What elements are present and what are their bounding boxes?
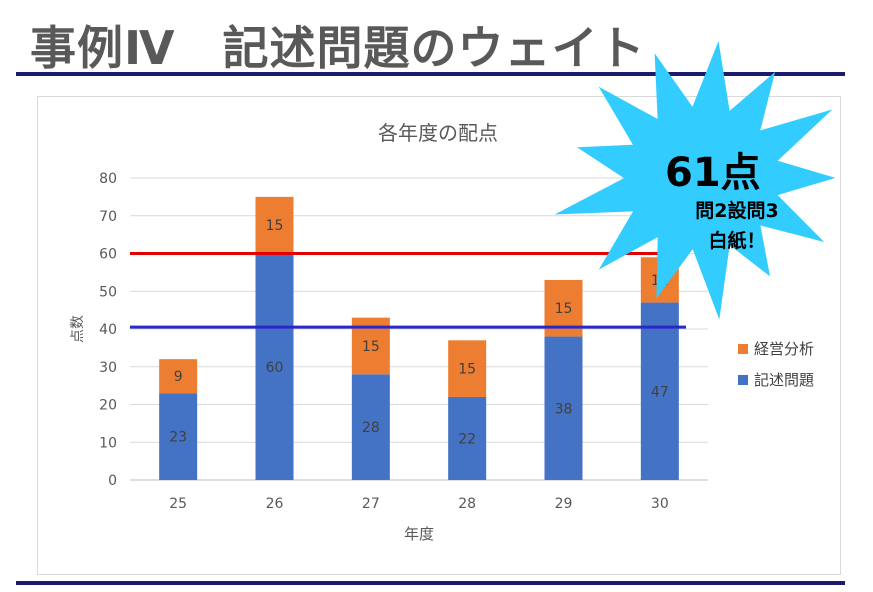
data-label: 28 xyxy=(362,420,380,436)
bar-keiei xyxy=(159,359,198,394)
data-label: 38 xyxy=(555,401,573,417)
y-tick-label: 0 xyxy=(108,473,117,489)
bar-keiei xyxy=(255,196,294,254)
legend-swatch xyxy=(738,375,748,385)
data-label: 47 xyxy=(651,384,669,400)
bar-kijutsu xyxy=(159,393,198,480)
data-label: 15 xyxy=(266,218,284,234)
y-tick-label: 20 xyxy=(99,398,117,414)
data-label: 15 xyxy=(458,362,476,378)
y-tick-label: 80 xyxy=(99,171,117,187)
footer-rule xyxy=(16,581,845,585)
data-label: 12 xyxy=(651,273,669,289)
data-label: 23 xyxy=(169,430,187,446)
legend-label: 記述問題 xyxy=(754,371,814,389)
y-tick-label: 40 xyxy=(99,322,117,338)
x-axis-label: 年度 xyxy=(404,525,434,543)
x-tick-label: 29 xyxy=(555,496,573,512)
chart-title: 各年度の配点 xyxy=(378,121,498,145)
data-label: 60 xyxy=(266,360,284,376)
title-underline xyxy=(16,72,845,76)
x-tick-label: 30 xyxy=(651,496,669,512)
x-tick-label: 27 xyxy=(362,496,380,512)
data-label: 9 xyxy=(174,369,183,385)
data-label: 15 xyxy=(362,339,380,355)
slide-title: 事例Ⅳ 記述問題のウェイト xyxy=(30,21,646,75)
y-tick-label: 30 xyxy=(99,360,117,376)
x-tick-label: 25 xyxy=(169,496,187,512)
x-tick-label: 28 xyxy=(458,496,476,512)
x-tick-label: 26 xyxy=(266,496,284,512)
bar-kijutsu xyxy=(640,302,679,480)
bar-kijutsu xyxy=(544,336,583,480)
bar-kijutsu xyxy=(255,253,294,480)
legend-swatch xyxy=(738,344,748,354)
bar-kijutsu xyxy=(448,396,487,480)
bar-kijutsu xyxy=(351,374,390,480)
y-axis-label: 点数 xyxy=(70,315,86,343)
data-label: 22 xyxy=(458,431,476,447)
bar-keiei xyxy=(448,340,487,397)
y-tick-label: 10 xyxy=(99,435,117,451)
data-label: 15 xyxy=(555,301,573,317)
y-tick-label: 50 xyxy=(99,284,117,300)
y-tick-label: 60 xyxy=(99,247,117,263)
y-tick-label: 70 xyxy=(99,209,117,225)
legend-label: 経営分析 xyxy=(754,340,814,358)
